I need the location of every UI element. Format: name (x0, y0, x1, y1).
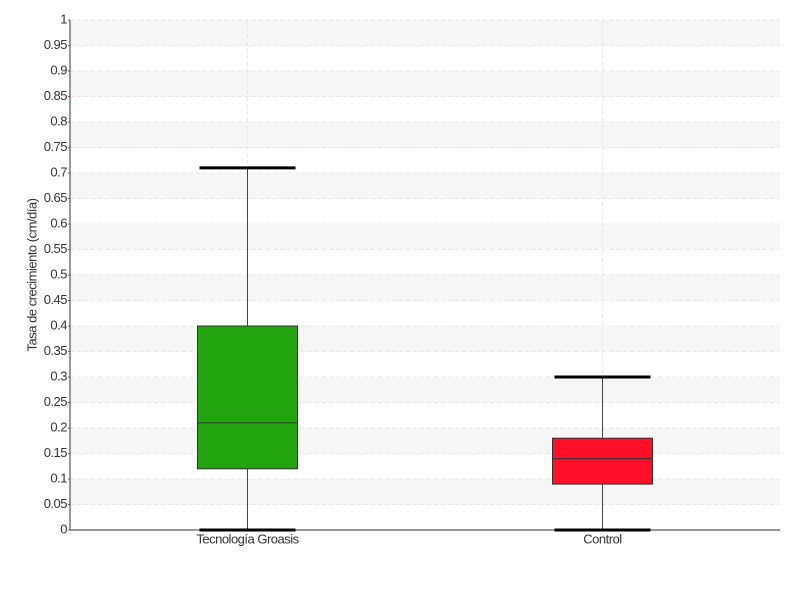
y-tick-label: 0.9 (50, 62, 67, 77)
y-tick-label: 0.5 (50, 266, 67, 281)
x-tick-label: Tecnología Groasis (196, 531, 299, 546)
y-tick-label: 0.45 (44, 292, 68, 307)
y-tick-label: 0.55 (44, 241, 68, 256)
y-tick-label: 0.1 (50, 470, 67, 485)
grid-band (70, 173, 780, 199)
box (197, 325, 298, 470)
y-tick-label: 0.15 (44, 445, 68, 460)
y-tick-label: 0.35 (44, 343, 68, 358)
y-axis-label: Tasa de crecimiento (cm/día) (24, 198, 39, 351)
y-tick-label: 0.65 (44, 190, 68, 205)
grid-band (70, 275, 780, 301)
y-tick-label: 0.3 (50, 368, 67, 383)
grid-band (70, 122, 780, 148)
y-tick-label: 0.7 (50, 164, 67, 179)
y-tick-label: 0.95 (44, 37, 68, 52)
y-tick-label: 0.6 (50, 215, 67, 230)
y-tick-label: 1 (60, 11, 67, 26)
y-tick-label: 0.25 (44, 394, 68, 409)
x-tick-label: Control (583, 531, 622, 546)
grid-band (70, 20, 780, 46)
y-tick-label: 0.8 (50, 113, 67, 128)
box (552, 437, 653, 485)
y-tick-label: 0.75 (44, 139, 68, 154)
y-tick-label: 0.4 (50, 317, 67, 332)
y-tick-label: 0 (60, 521, 67, 536)
y-tick-label: 0.05 (44, 496, 68, 511)
grid-band (70, 377, 780, 403)
grid-band (70, 428, 780, 454)
grid-band (70, 479, 780, 505)
grid-band (70, 71, 780, 97)
grid-band (70, 326, 780, 352)
y-tick-label: 0.2 (50, 419, 67, 434)
grid-band (70, 224, 780, 250)
y-tick-label: 0.85 (44, 88, 68, 103)
